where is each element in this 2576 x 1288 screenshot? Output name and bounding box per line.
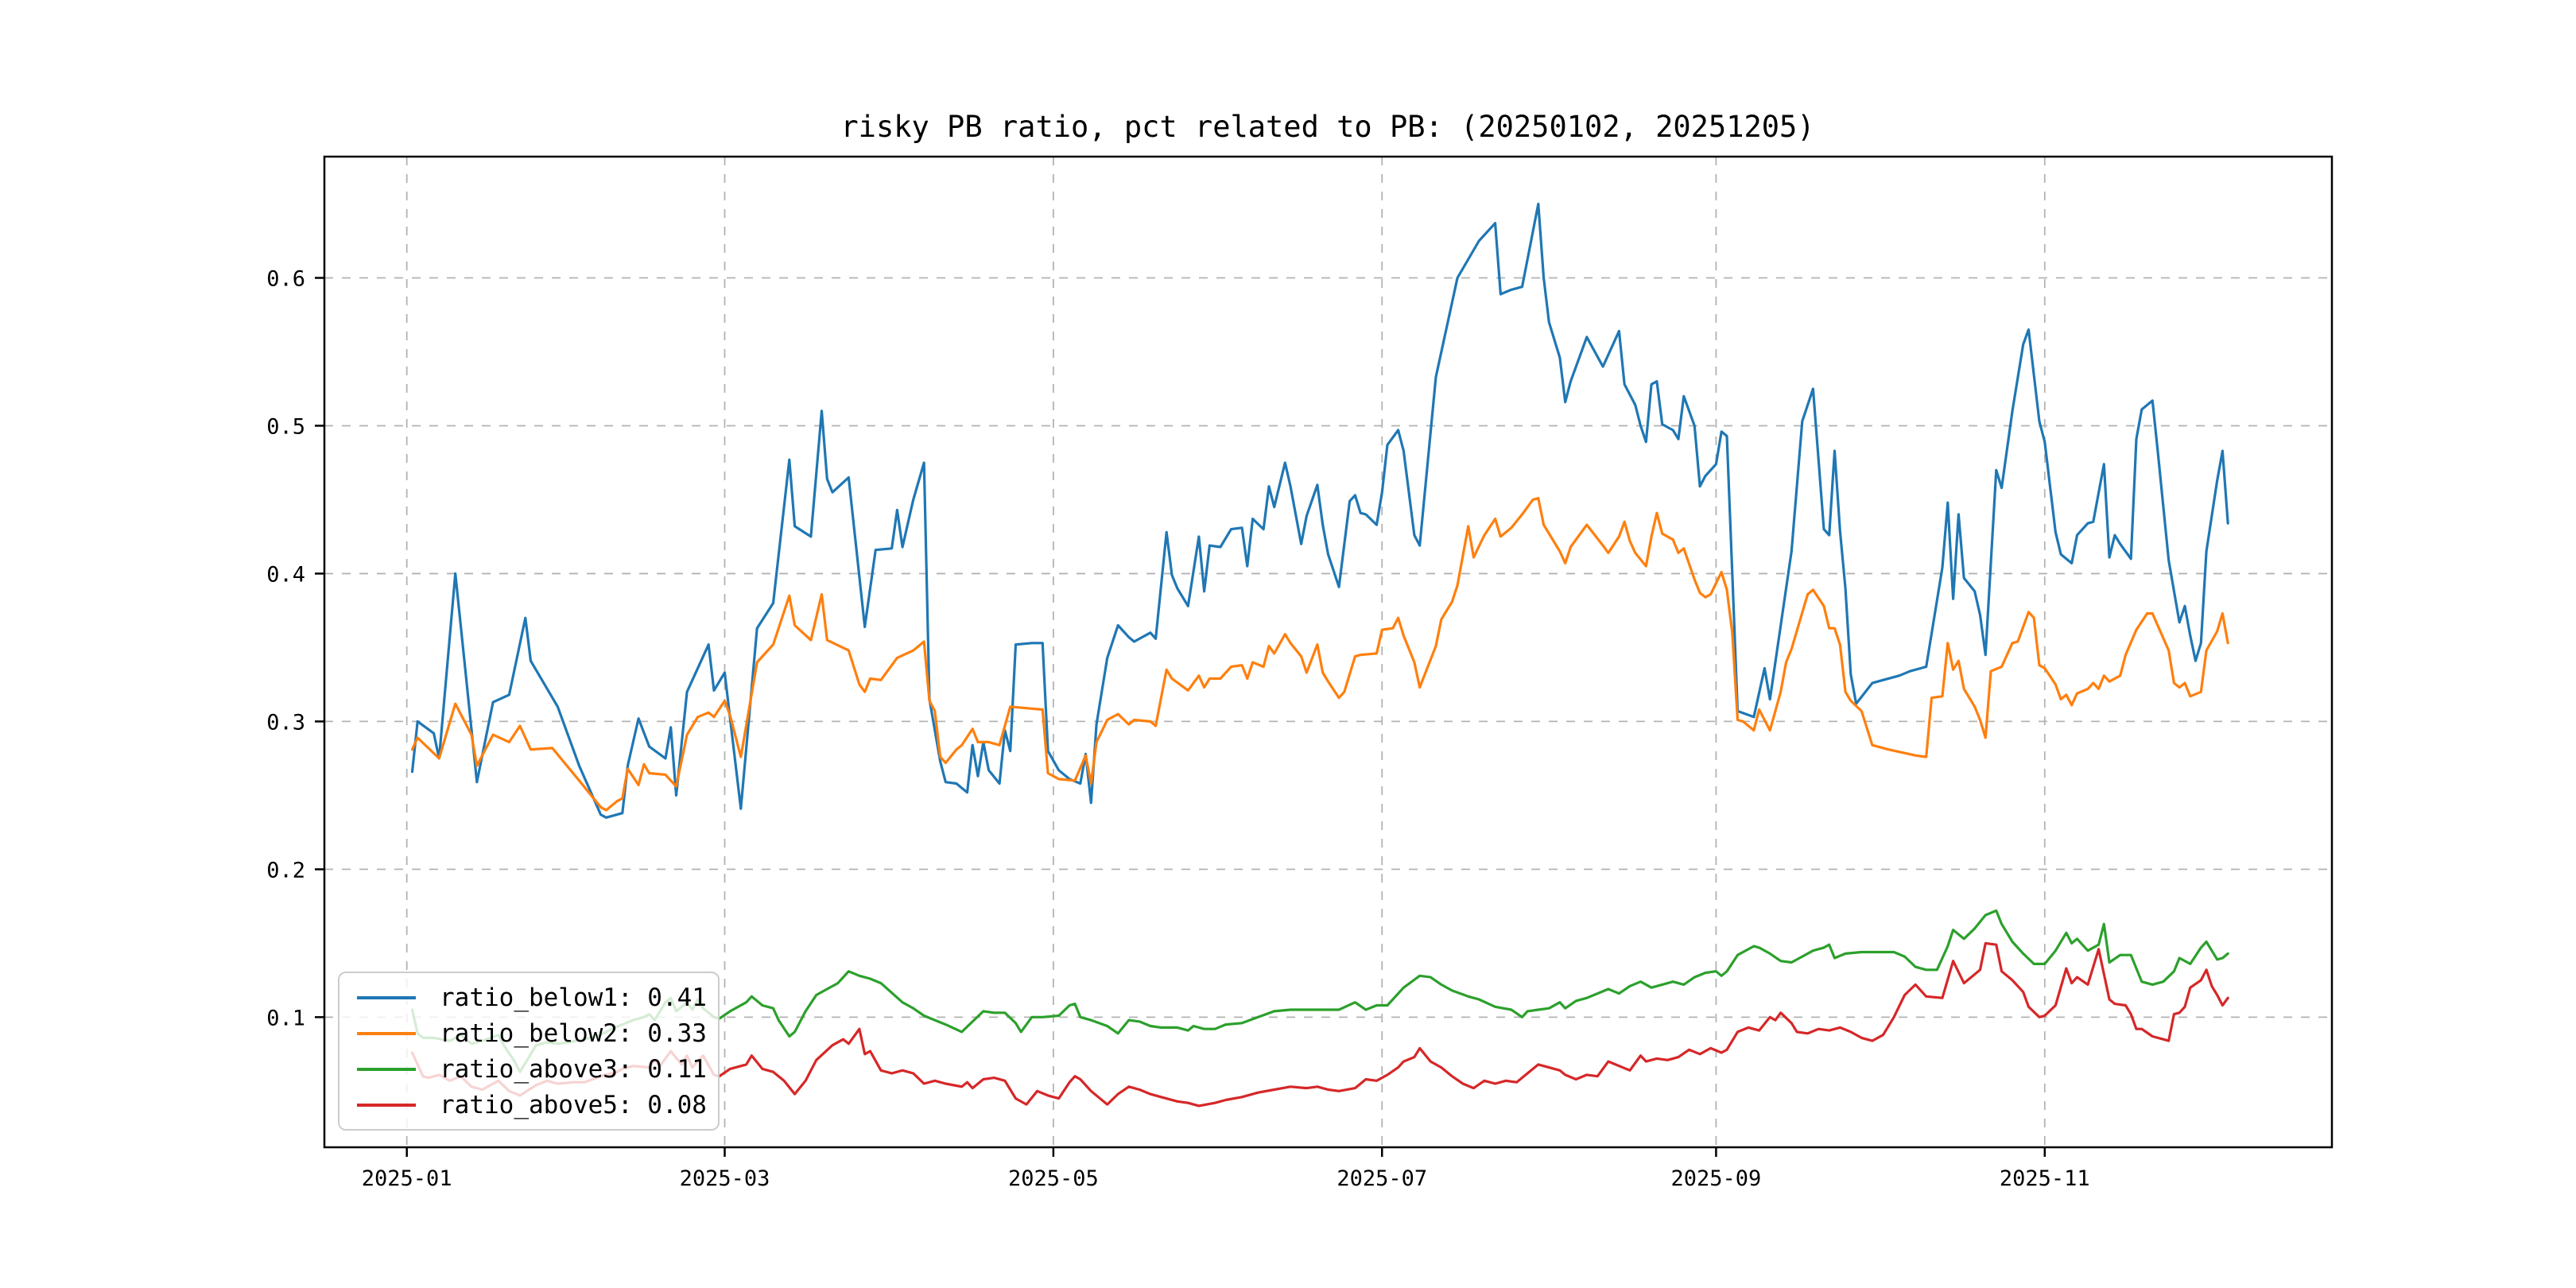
y-tick-label: 0.3 bbox=[266, 710, 305, 735]
x-tick-label: 2025-03 bbox=[680, 1166, 770, 1191]
x-tick-label: 2025-11 bbox=[2000, 1166, 2090, 1191]
legend-line-swatch bbox=[357, 1068, 416, 1071]
legend-item: ratio_above3: 0.11 bbox=[339, 1055, 718, 1084]
chart-title: risky PB ratio, pct related to PB: (2025… bbox=[840, 110, 1814, 144]
legend-line-swatch bbox=[357, 1104, 416, 1107]
series-layer bbox=[413, 204, 2229, 1106]
legend-line-swatch bbox=[357, 996, 416, 999]
x-tick-label: 2025-01 bbox=[362, 1166, 452, 1191]
legend-label: ratio_below1: 0.41 bbox=[440, 983, 707, 1012]
legend-label: ratio_above3: 0.11 bbox=[440, 1055, 707, 1084]
chart-legend: ratio_below1: 0.41 ratio_below2: 0.33 rati… bbox=[338, 972, 720, 1131]
legend-item: ratio_above5: 0.08 bbox=[339, 1091, 718, 1119]
legend-label: ratio_below2: 0.33 bbox=[440, 1019, 707, 1048]
figure-canvas: risky PB ratio, pct related to PB: (2025… bbox=[0, 0, 2576, 1288]
legend-item: ratio_below2: 0.33 bbox=[339, 1019, 718, 1048]
y-tick-label: 0.6 bbox=[266, 266, 305, 291]
y-tick-label: 0.1 bbox=[266, 1006, 305, 1030]
x-tick-label: 2025-09 bbox=[1671, 1166, 1762, 1191]
legend-label: ratio_above5: 0.08 bbox=[440, 1091, 707, 1119]
legend-item: ratio_below1: 0.41 bbox=[339, 983, 718, 1012]
legend-line-swatch bbox=[357, 1032, 416, 1035]
y-tick-label: 0.4 bbox=[266, 562, 305, 587]
x-tick-label: 2025-07 bbox=[1336, 1166, 1427, 1191]
series-line-ratio_below1 bbox=[413, 204, 2229, 818]
y-tick-label: 0.2 bbox=[266, 858, 305, 883]
x-tick-label: 2025-05 bbox=[1008, 1166, 1099, 1191]
y-tick-label: 0.5 bbox=[266, 414, 305, 439]
